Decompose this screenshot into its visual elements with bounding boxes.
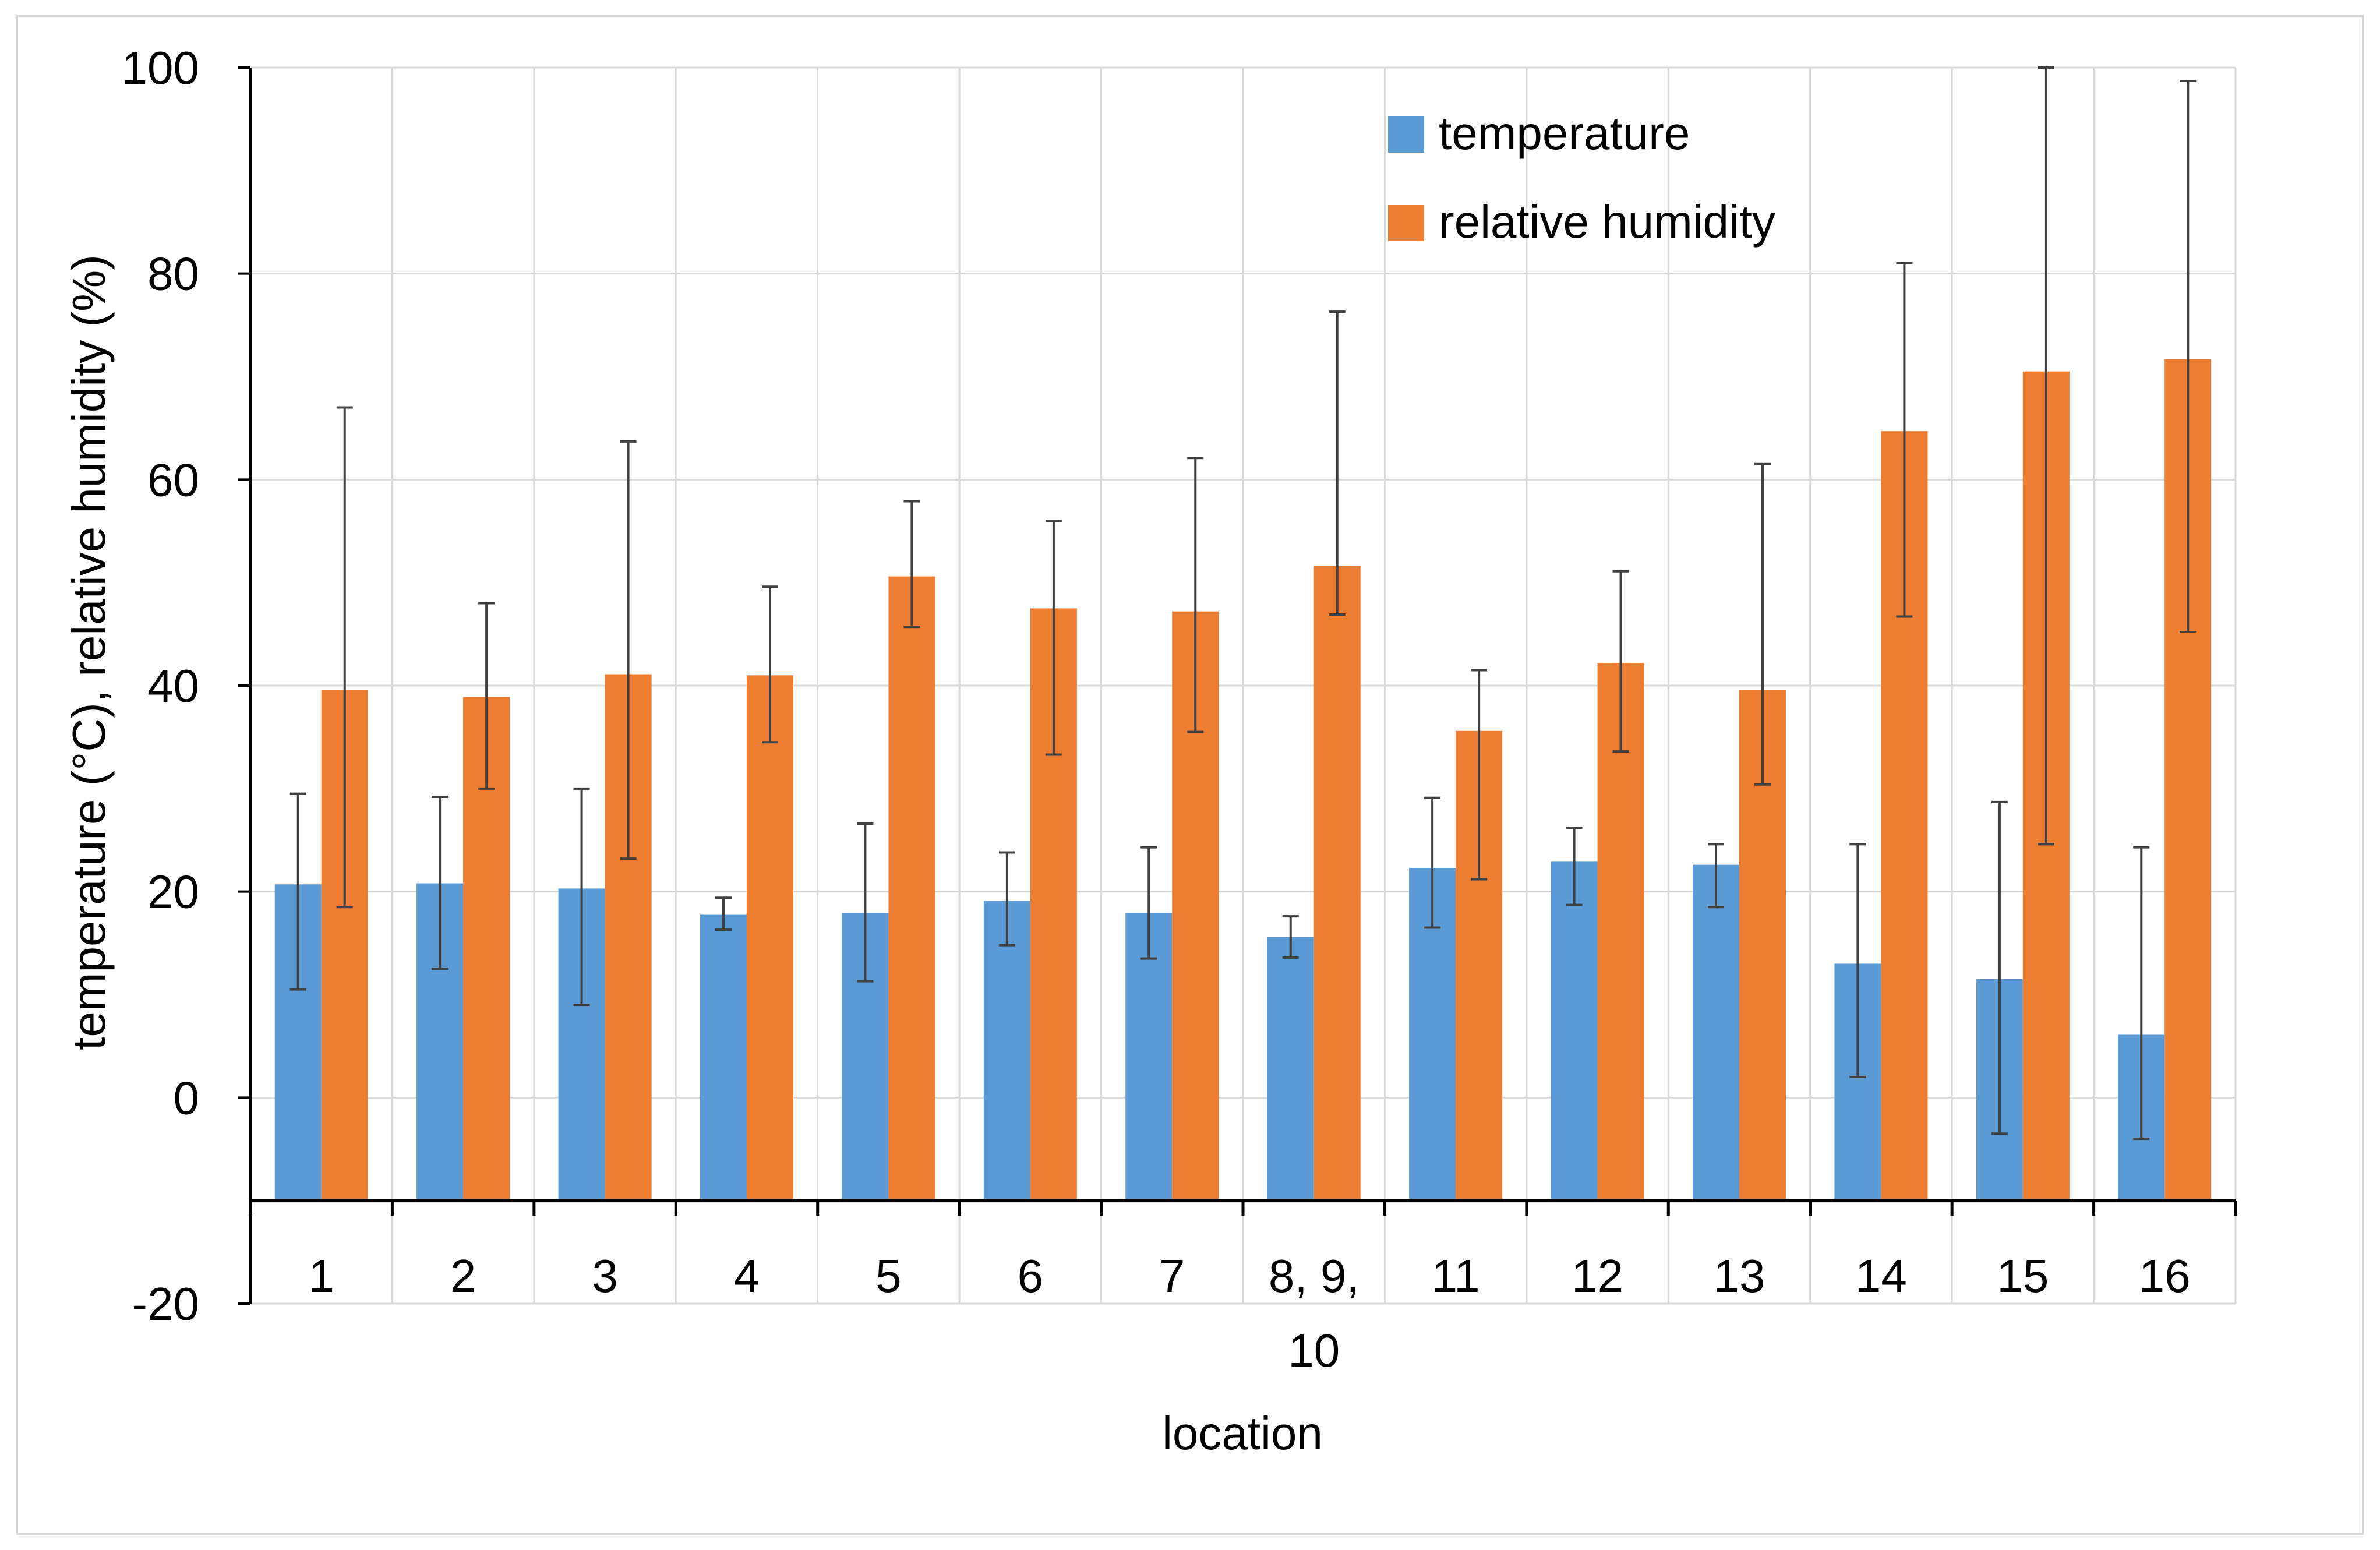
error-bar [573, 787, 590, 1007]
error-bar [1612, 570, 1629, 753]
error-bar [2180, 79, 2197, 634]
error-bar [336, 406, 353, 909]
y-tick-label: 0 [174, 1072, 200, 1124]
error-bar [1187, 457, 1204, 733]
y-tick-label: 20 [147, 866, 199, 918]
bar-temperature-8-9-10 [1267, 937, 1314, 1201]
y-tick-label: 100 [122, 42, 199, 94]
error-bar [1566, 827, 1583, 906]
error-bar [2038, 66, 2054, 846]
legend-swatch-relative-humidity [1388, 205, 1424, 241]
x-tick-label: 5 [875, 1250, 902, 1302]
y-tick-label: 60 [147, 454, 199, 506]
legend-label-relative-humidity: relative humidity [1439, 196, 1775, 248]
grid [249, 66, 2237, 1305]
x-tick-label: 12 [1572, 1250, 1623, 1302]
error-bar [903, 500, 920, 629]
error-bar [1424, 796, 1441, 929]
x-tick-label: 15 [1997, 1250, 2049, 1302]
error-bar [1471, 669, 1488, 881]
bar-relative-humidity-5 [888, 576, 935, 1201]
error-bar [432, 795, 449, 970]
error-bar [620, 440, 637, 860]
error-bar [1140, 846, 1157, 960]
x-tick-label: 14 [1855, 1250, 1907, 1302]
error-bar [762, 585, 778, 744]
bar-temperature-6 [983, 901, 1030, 1201]
x-tick-label: 2 [450, 1250, 476, 1302]
y-tick-label: 40 [147, 660, 199, 712]
error-bar [857, 822, 874, 983]
x-tick-label: 11 [1432, 1250, 1480, 1302]
error-bar [2133, 846, 2150, 1141]
x-tick-label: 7 [1159, 1250, 1185, 1302]
x-axis-title: location [1162, 1407, 1323, 1459]
bar-temperature-7 [1125, 913, 1173, 1201]
x-tick-label: 6 [1018, 1250, 1044, 1302]
error-bar [1045, 520, 1062, 756]
bars [274, 66, 2212, 1201]
error-bar [1282, 915, 1299, 959]
error-bar [1849, 843, 1866, 1078]
x-tick-label: 1 [308, 1250, 334, 1302]
bar-relative-humidity-4 [747, 675, 793, 1201]
legend-swatch-temperature [1388, 116, 1424, 153]
error-bar [1896, 262, 1913, 618]
error-bar [1754, 462, 1771, 786]
x-tick-label: 3 [592, 1250, 618, 1302]
bar-relative-humidity-8-9-10 [1313, 566, 1361, 1201]
y-tick-label: -20 [132, 1278, 199, 1330]
axes [238, 66, 2237, 1305]
bar-temperature-12 [1551, 861, 1598, 1201]
x-tick-label: 4 [734, 1250, 760, 1302]
error-bar [478, 602, 495, 790]
legend-label-temperature: temperature [1439, 107, 1690, 159]
error-bar [715, 896, 732, 931]
error-bar [998, 851, 1015, 947]
error-bar [289, 792, 306, 991]
bar-temperature-13 [1693, 864, 1739, 1201]
y-axis-title: temperature (°C), relative humidity (%) [63, 255, 115, 1050]
legend: temperature relative humidity [1388, 107, 1775, 248]
x-tick-label: 16 [2139, 1250, 2191, 1302]
error-bar [1708, 843, 1724, 909]
error-bar [1991, 800, 2008, 1135]
x-tick-label: 13 [1714, 1250, 1765, 1302]
x-tick-label: 8, 9, 10 [1269, 1250, 1360, 1376]
y-tick-label: 80 [147, 248, 199, 300]
error-bar [1329, 310, 1346, 616]
bar-temperature-4 [700, 914, 747, 1201]
